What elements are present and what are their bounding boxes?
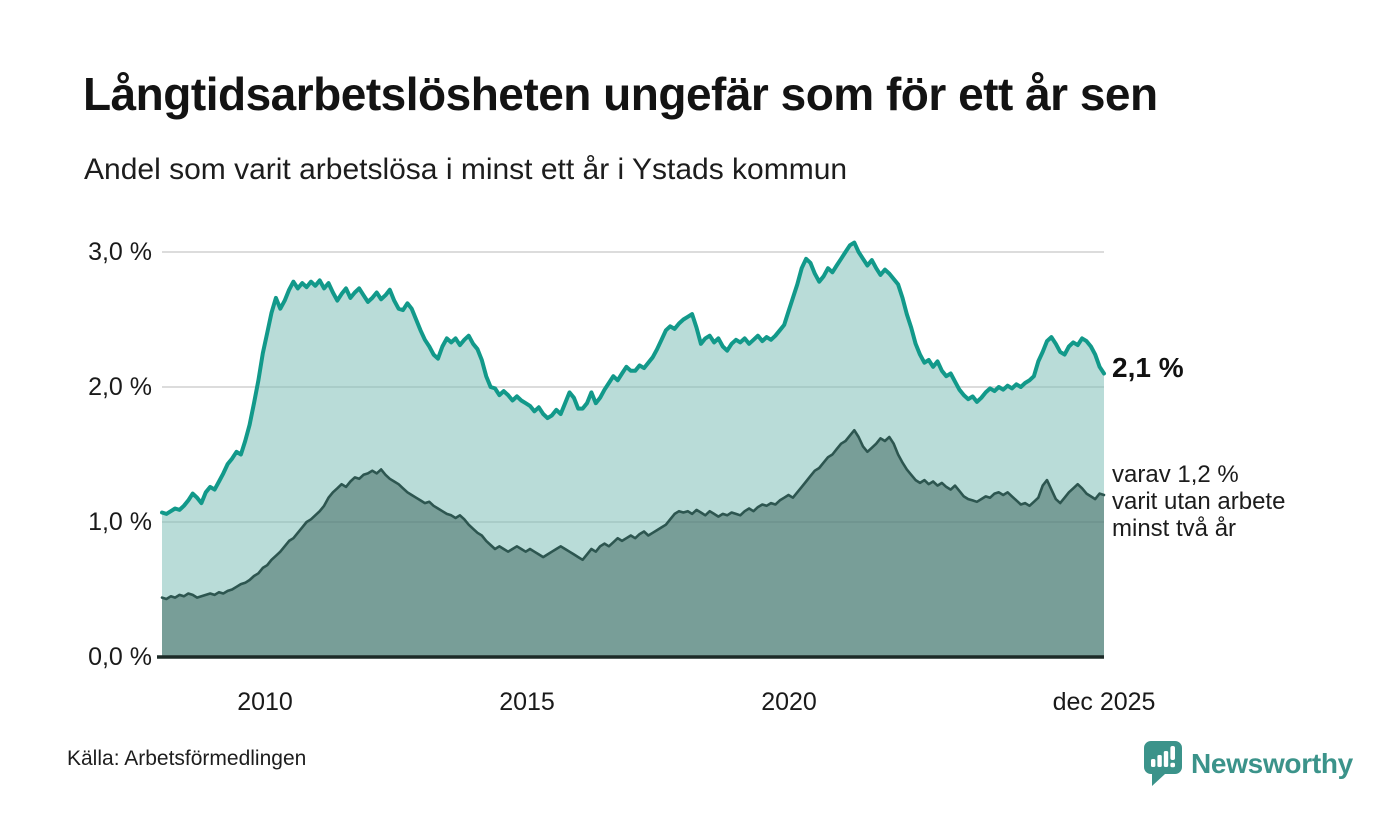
secondary-series-label-line2: varit utan arbete <box>1112 488 1286 515</box>
source-note: Källa: Arbetsförmedlingen <box>67 747 307 770</box>
andel-minst-ett-ar-line <box>160 240 1106 516</box>
bar-chart-speech-bubble-icon <box>1144 741 1182 786</box>
x-axis-label-2010: 2010 <box>237 688 293 716</box>
andel-minst-ett-ar-area <box>162 242 1104 657</box>
secondary-series-label-line3: minst två år <box>1112 515 1237 542</box>
y-axis-label-3: 3,0 % <box>88 238 152 266</box>
andel-minst-tva-ar-line <box>160 428 1106 601</box>
x-axis-label-dec-2025: dec 2025 <box>1052 688 1156 716</box>
y-axis-label-0: 0,0 % <box>88 643 152 671</box>
newsworthy-logo-text: Newsworthy <box>1191 748 1353 779</box>
y-axis-label-2: 2,0 % <box>88 373 152 401</box>
x-axis-label-2015: 2015 <box>499 688 555 716</box>
secondary-series-label-line1: varav 1,2 % <box>1112 461 1239 488</box>
x-axis-label-2020: 2020 <box>761 688 817 716</box>
page-title: Långtidsarbetslösheten ungefär som för e… <box>83 68 1158 120</box>
secondary-series-label: varav 1,2 % varit utan arbete minst två … <box>1112 461 1342 542</box>
latest-value-label: 2,1 % <box>1112 352 1184 383</box>
newsworthy-logo: Newsworthy <box>1144 741 1353 787</box>
y-axis-label-1: 1,0 % <box>88 508 152 536</box>
page-subtitle: Andel som varit arbetslösa i minst ett å… <box>84 153 848 186</box>
andel-minst-tva-ar-area <box>162 430 1104 657</box>
